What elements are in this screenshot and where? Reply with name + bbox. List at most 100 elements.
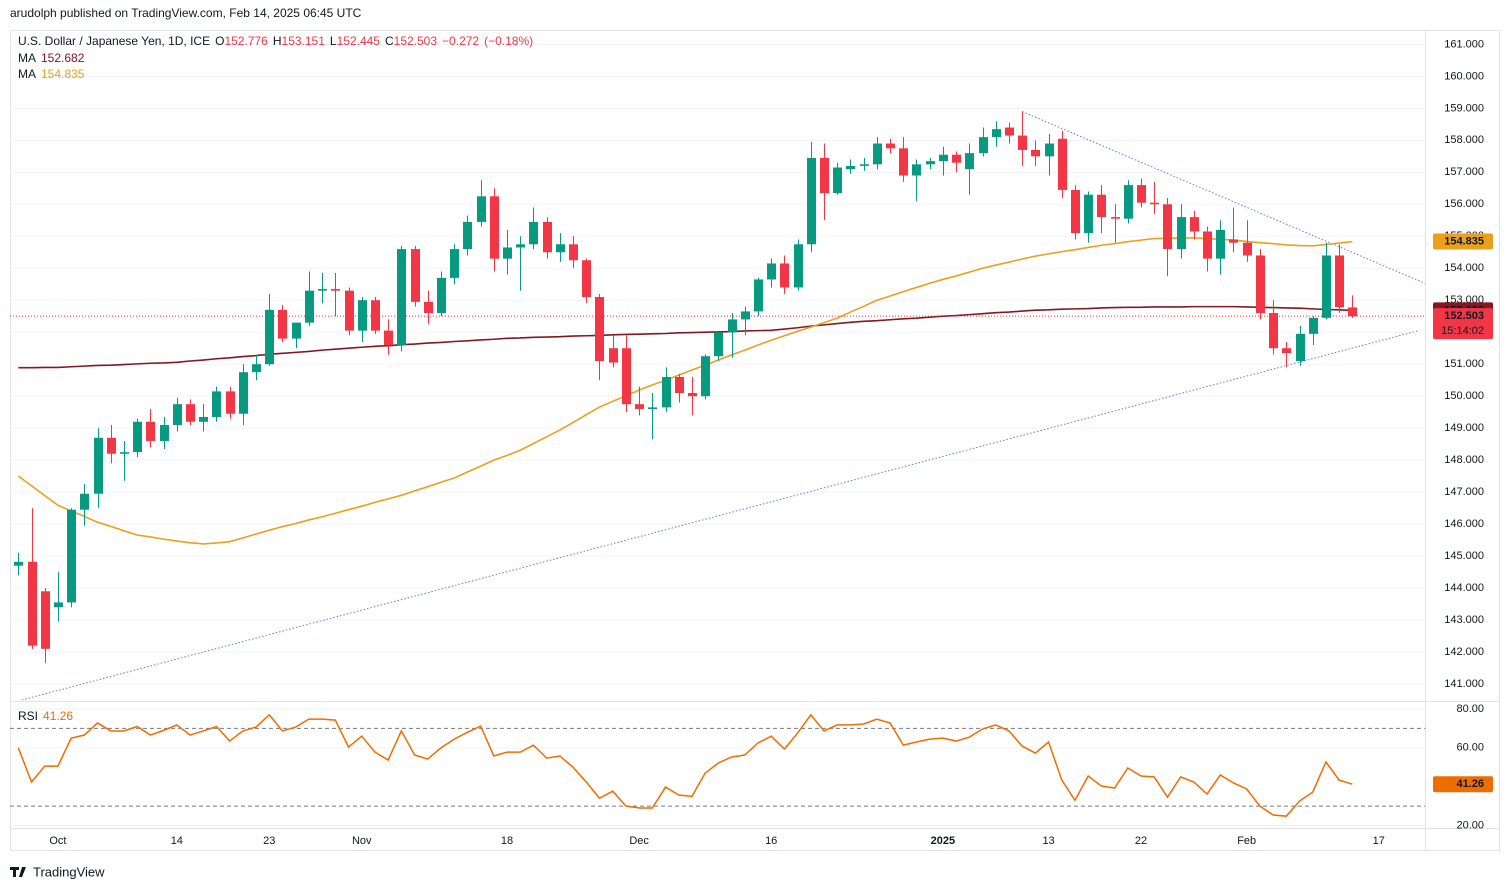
candle-body xyxy=(384,330,393,346)
candle-body xyxy=(160,424,169,441)
y-tick-label: 144.000 xyxy=(1444,582,1484,594)
candle-body xyxy=(939,154,948,162)
x-tick-label: 13 xyxy=(1042,835,1054,847)
candle-body xyxy=(648,407,657,409)
candle-body xyxy=(226,391,235,414)
candle-body xyxy=(331,289,340,291)
countdown: 15:14:02 xyxy=(1441,325,1484,337)
candle-body xyxy=(912,164,921,176)
candle-body xyxy=(1348,307,1357,317)
price-pane xyxy=(10,111,1425,700)
candle-body xyxy=(635,404,644,409)
x-tick-label: 18 xyxy=(501,835,513,847)
ma-name: MA xyxy=(18,67,36,81)
last-price-text: 152.503 xyxy=(1444,310,1484,322)
candle-body xyxy=(212,391,221,417)
candle-body xyxy=(965,153,974,170)
x-tick-label: 22 xyxy=(1135,835,1147,847)
candle-body xyxy=(94,437,103,494)
candle-body xyxy=(186,404,195,422)
y-tick-label: 145.000 xyxy=(1444,550,1484,562)
candle-body xyxy=(1269,313,1278,349)
trendline xyxy=(21,329,1420,700)
candle-body xyxy=(1190,217,1199,232)
y-tick-label: 160.000 xyxy=(1444,70,1484,82)
candle-body xyxy=(1296,333,1305,362)
candle-body xyxy=(252,364,261,373)
candle-body xyxy=(569,244,578,261)
moving-average xyxy=(18,305,1353,369)
y-tick-label: 150.000 xyxy=(1444,390,1484,402)
y-tick-label: 159.000 xyxy=(1444,102,1484,114)
candle-body xyxy=(794,244,803,288)
open-value: 152.776 xyxy=(224,34,268,48)
candle-body xyxy=(820,157,829,194)
rsi-price-box xyxy=(1433,776,1493,793)
publisher: arudolph published on TradingView.com, F… xyxy=(10,6,362,20)
candle-body xyxy=(1243,242,1252,256)
candle-body xyxy=(860,164,869,166)
candle-body xyxy=(305,290,314,323)
close-label: C xyxy=(385,34,394,48)
chart-title: U.S. Dollar / Japanese Yen, 1D, ICE xyxy=(18,34,210,48)
candle-body xyxy=(688,392,697,397)
candle-body xyxy=(120,452,129,454)
candle-body xyxy=(1322,255,1331,318)
y-tick-label: 161.000 xyxy=(1444,38,1484,50)
candle-body xyxy=(595,297,604,362)
candle-body xyxy=(41,591,50,649)
candle-body xyxy=(662,376,671,408)
ma-name: MA xyxy=(18,51,36,65)
candle-body xyxy=(463,221,472,250)
candle-body xyxy=(437,277,446,314)
candle-body xyxy=(278,309,287,339)
x-tick-label: Dec xyxy=(629,835,649,847)
frame xyxy=(10,30,1500,851)
candle-body xyxy=(899,148,908,176)
candle-body xyxy=(1216,229,1225,259)
candle-body xyxy=(556,244,565,253)
candle-body xyxy=(992,129,1001,138)
candle-body xyxy=(780,263,789,288)
y-tick-label: 157.000 xyxy=(1444,166,1484,178)
candle-body xyxy=(67,509,76,603)
y-tick-label: 147.000 xyxy=(1444,486,1484,498)
candle-body xyxy=(807,157,816,245)
trendline xyxy=(1021,111,1425,284)
candle-body xyxy=(1058,138,1067,190)
candle-body xyxy=(1045,143,1054,157)
low-label: L xyxy=(330,34,337,48)
candle-body xyxy=(846,165,855,170)
y-tick-label: 158.000 xyxy=(1444,134,1484,146)
candle-body xyxy=(199,416,208,422)
candle-body xyxy=(450,249,459,278)
y-tick-label: 146.000 xyxy=(1444,518,1484,530)
rsi-line xyxy=(17,713,1353,817)
rsi-price-text: 41.26 xyxy=(1456,778,1484,790)
x-tick-label: Oct xyxy=(49,835,66,847)
x-tick-label: 2025 xyxy=(931,835,955,847)
candle-body xyxy=(1031,149,1040,157)
candle-body xyxy=(1018,135,1027,150)
candle-body xyxy=(358,300,367,331)
y-tick-label: 142.000 xyxy=(1444,646,1484,658)
candle-body xyxy=(28,561,37,646)
y-tick-label: 151.000 xyxy=(1444,358,1484,370)
candle-body xyxy=(833,167,842,194)
high-label: H xyxy=(273,34,282,48)
candle-body xyxy=(80,493,89,510)
candle-body xyxy=(1335,255,1344,308)
candle-body xyxy=(543,221,552,253)
y-tick-label: 156.000 xyxy=(1444,198,1484,210)
candle-body xyxy=(477,196,486,222)
candle-body xyxy=(529,221,538,245)
rsi-tick-label: 20.00 xyxy=(1456,819,1484,831)
change-percent: (−0.18%) xyxy=(484,34,533,48)
candle-body xyxy=(741,311,750,320)
candle-body xyxy=(1005,127,1014,136)
ma-value: 152.682 xyxy=(41,51,85,65)
candle-body xyxy=(582,260,591,298)
ma-price-box xyxy=(1433,233,1493,250)
